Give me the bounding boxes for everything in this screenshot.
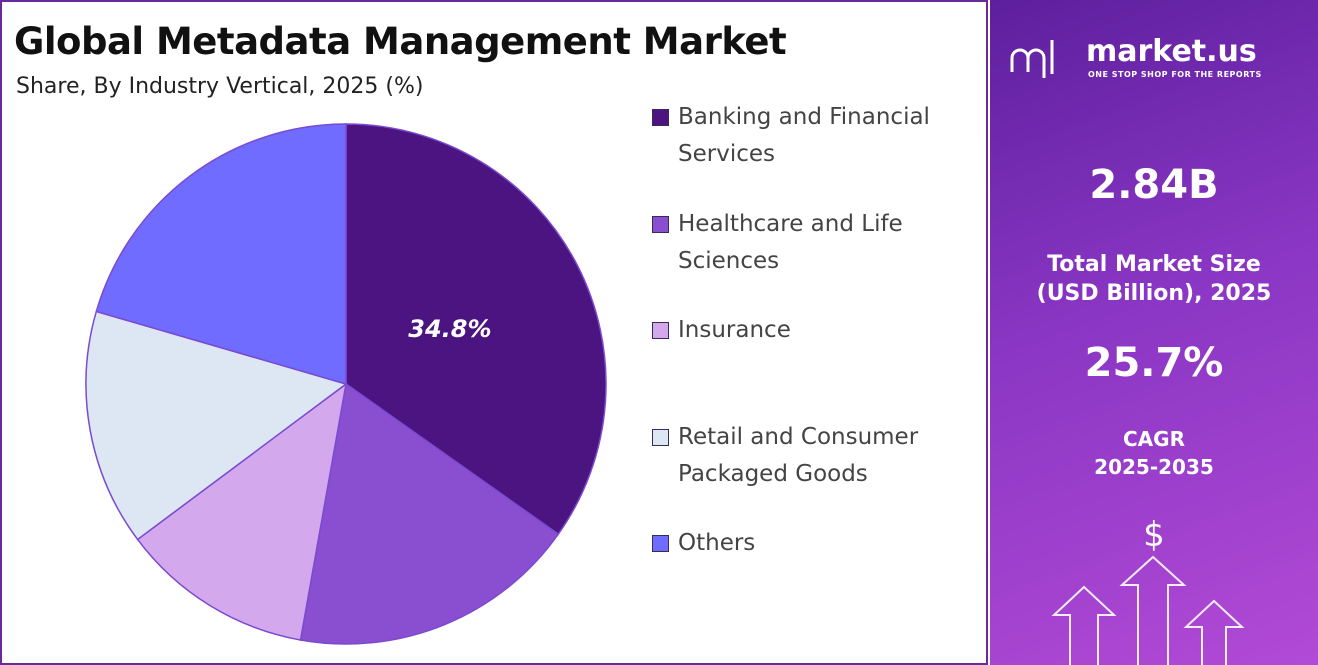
legend-item: Healthcare and Life Sciences <box>652 206 942 280</box>
icon: $ <box>1143 515 1165 555</box>
cagr-label: CAGR <box>1123 427 1185 451</box>
cagr: 25.7% <box>1084 340 1224 386</box>
legend-item: Insurance <box>652 312 942 349</box>
legend-swatch <box>652 216 669 233</box>
market-size: 2.84B <box>1089 162 1219 208</box>
legend-label: Insurance <box>678 317 791 343</box>
chart-panel <box>0 0 988 665</box>
data-label: 34.8% <box>408 315 491 343</box>
legend-swatch <box>652 429 669 446</box>
pie-slice <box>95 123 347 385</box>
chart-title: Global Metadata Management Market <box>14 20 787 63</box>
legend-item: Retail and Consumer Packaged Goods <box>652 419 942 493</box>
pie-slice <box>85 310 348 541</box>
tagline: ONE STOP SHOP FOR THE REPORTS <box>1088 70 1262 79</box>
legend-item: Others <box>652 525 942 562</box>
legend-label: Healthcare and Life Sciences <box>678 211 903 274</box>
market-size-label: (USD Billion), 2025 <box>1036 281 1272 306</box>
market-size-label: Total Market Size <box>1047 252 1261 277</box>
brand: market.us <box>1086 34 1257 69</box>
legend-item: Banking and Financial Services <box>652 99 942 173</box>
sidebar: market.us ONE STOP SHOP FOR THE REPORTS … <box>990 0 1318 665</box>
cagr-label: 2025-2035 <box>1094 455 1214 479</box>
pie-slice <box>345 123 607 536</box>
arrows <box>1051 555 1245 665</box>
logo-mark <box>1010 40 1054 78</box>
sidebar-art <box>1010 40 1245 665</box>
legend-label: Banking and Financial Services <box>678 104 930 167</box>
legend-label: Retail and Consumer Packaged Goods <box>678 424 919 487</box>
pie-chart: 34.8% <box>85 123 607 645</box>
legend-swatch <box>652 535 669 552</box>
legend-swatch <box>652 322 669 339</box>
legend-label: Others <box>678 530 756 556</box>
legend-swatch <box>652 109 669 126</box>
chart-subtitle: Share, By Industry Vertical, 2025 (%) <box>16 74 424 99</box>
pie-slice <box>299 382 560 645</box>
pie-slice <box>136 382 348 641</box>
